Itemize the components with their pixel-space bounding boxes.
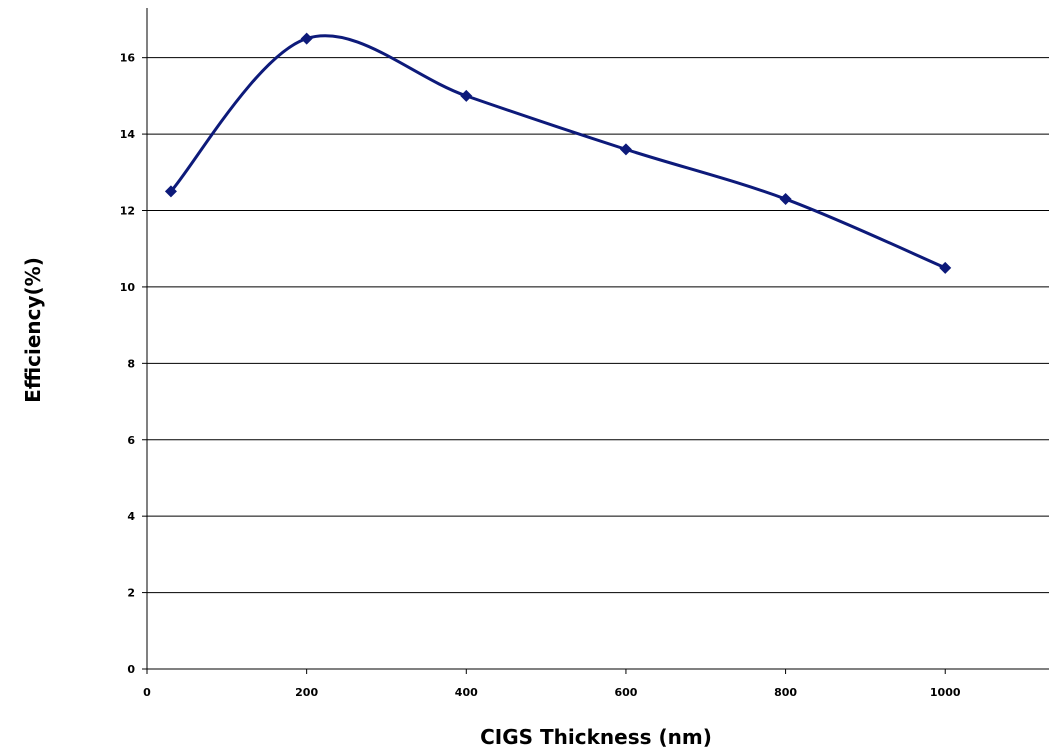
y-tick-label: 0 — [127, 663, 135, 676]
series-group — [164, 32, 952, 274]
y-tick-label: 12 — [120, 205, 135, 218]
data-point-marker — [460, 89, 473, 102]
y-tick-label: 16 — [120, 52, 136, 65]
y-axis-title: Efficiency(%) — [21, 257, 45, 403]
series-line — [169, 34, 947, 270]
data-point-marker — [300, 32, 313, 45]
data-point-marker — [164, 185, 177, 198]
y-tick-label: 14 — [120, 128, 136, 141]
y-tick-label: 10 — [120, 281, 136, 294]
x-tick-label: 200 — [295, 686, 318, 699]
x-tick-label: 1000 — [930, 686, 961, 699]
gridlines — [147, 57, 1049, 594]
data-point-marker — [939, 261, 952, 274]
x-tick-label: 600 — [614, 686, 637, 699]
x-tick-label: 0 — [143, 686, 151, 699]
y-tick-label: 2 — [127, 587, 135, 600]
data-point-marker — [779, 193, 792, 206]
x-tick-label: 800 — [774, 686, 797, 699]
y-tick-label: 8 — [127, 357, 135, 370]
x-axis-title: CIGS Thickness (nm) — [480, 725, 712, 749]
y-tick-labels: 0 2 4 6 8 10 12 14 16 — [120, 52, 147, 676]
x-tick-label: 400 — [455, 686, 478, 699]
x-tick-labels: 0 200 400 600 800 1000 — [143, 669, 961, 699]
y-tick-label: 4 — [127, 510, 135, 523]
data-point-marker — [619, 143, 632, 156]
axes — [146, 8, 1049, 670]
y-tick-label: 6 — [127, 434, 135, 447]
